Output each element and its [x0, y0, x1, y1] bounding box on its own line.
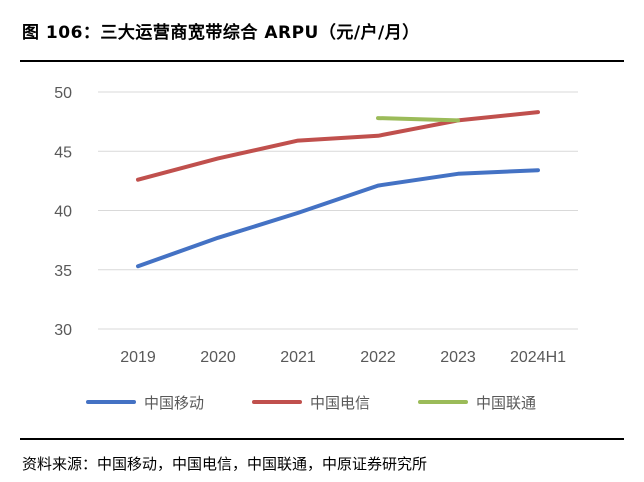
- series-lines: [136, 110, 540, 269]
- x-tick-label: 2019: [120, 349, 156, 366]
- y-tick-label: 45: [54, 144, 72, 161]
- chart-title: 图 106：三大运营商宽带综合 ARPU（元/户/月）: [22, 23, 420, 43]
- y-axis-ticks: 30 35 40 45 50: [54, 85, 72, 339]
- y-tick-label: 30: [54, 322, 72, 339]
- legend: 中国移动 中国电信 中国联通: [86, 394, 536, 412]
- y-tick-label: 35: [54, 263, 72, 280]
- x-axis-ticks: 2019 2020 2021 2022 2023 2024H1: [120, 349, 566, 366]
- legend-label: 中国移动: [144, 394, 204, 412]
- x-tick-label: 2020: [200, 349, 236, 366]
- series-line: [376, 116, 460, 123]
- x-tick-label: 2024H1: [510, 349, 566, 366]
- series-line: [136, 110, 540, 182]
- title-divider: [20, 60, 624, 62]
- x-tick-label: 2022: [360, 349, 396, 366]
- y-tick-label: 40: [54, 204, 72, 221]
- line-chart: 30 35 40 45 50 2019 2020 2021 2022 2023 2024H1 中国…: [54, 85, 578, 412]
- source-divider: [20, 438, 624, 440]
- legend-label: 中国联通: [476, 394, 536, 412]
- gridlines: [98, 91, 578, 330]
- y-tick-label: 50: [54, 85, 72, 102]
- x-tick-label: 2023: [440, 349, 476, 366]
- x-tick-label: 2021: [280, 349, 316, 366]
- series-line: [136, 168, 540, 269]
- legend-label: 中国电信: [310, 394, 370, 412]
- source-note: 资料来源：中国移动，中国电信，中国联通，中原证券研究所: [22, 455, 428, 473]
